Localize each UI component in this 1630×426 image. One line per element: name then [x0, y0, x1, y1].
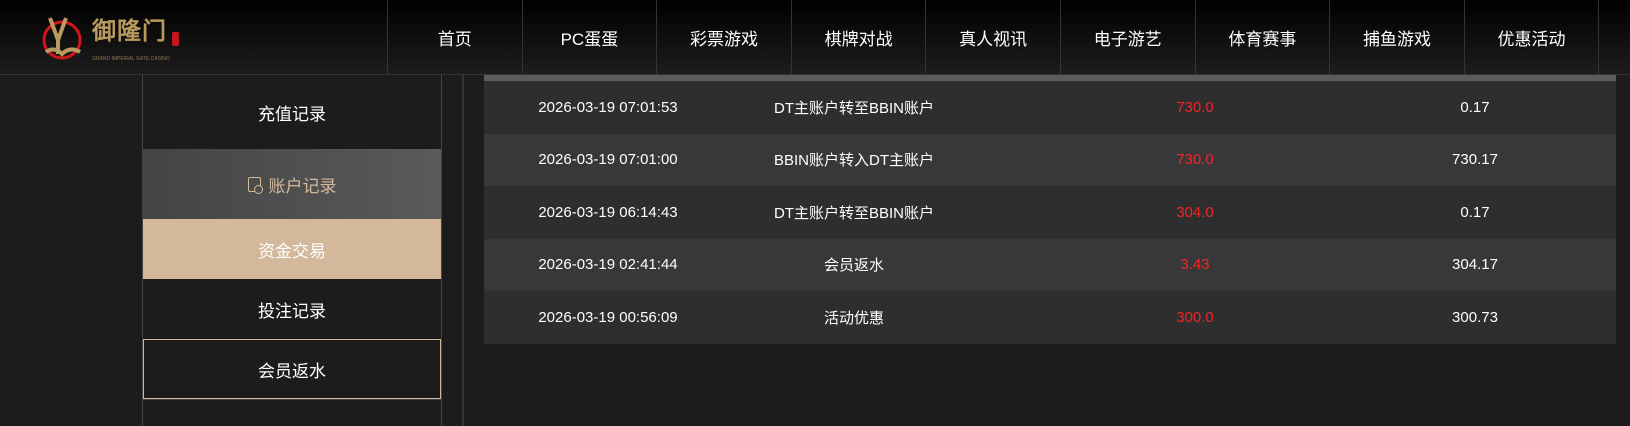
nav-pc-egg[interactable]: PC蛋蛋 — [521, 0, 657, 75]
amount-cell: 730.0 — [1176, 151, 1214, 169]
table-row: 2026-03-19 06:14:43 DT主账户转至BBIN账户 304.0 0.1… — [484, 186, 1616, 239]
logo[interactable]: 御隆门 GRAND IMPERIAL GATE CASINO — [40, 10, 179, 68]
sidebar-divider — [143, 399, 441, 400]
sidebar-item-label: 充值记录 — [258, 104, 326, 124]
main-nav: 首页 PC蛋蛋 彩票游戏 棋牌对战 真人视讯 电子游艺 体育赛事 捕鱼游戏 优惠… — [387, 0, 1630, 75]
table-row: 2026-03-19 00:56:09 活动优惠 300.0 300.73 — [484, 291, 1616, 344]
content-divider — [462, 75, 464, 426]
table-row: 2026-03-19 07:01:53 DT主账户转至BBIN账户 730.0 0.1… — [484, 81, 1616, 134]
amount-cell: 3.43 — [1180, 256, 1210, 274]
table-row: 2026-03-19 07:01:00 BBIN账户转入DT主账户 730.0 730… — [484, 133, 1616, 186]
time-cell: 2026-03-19 07:01:00 — [538, 151, 678, 169]
logo-subtitle: GRAND IMPERIAL GATE CASINO — [92, 56, 170, 62]
table-row: 2026-03-19 02:41:44 会员返水 3.43 304.17 — [484, 238, 1616, 291]
logo-emblem-icon — [42, 17, 82, 60]
records-table: 2026-03-19 07:01:53 DT主账户转至BBIN账户 730.0 0.1… — [484, 75, 1616, 344]
sidebar-item-bet-records[interactable]: 投注记录 — [143, 279, 441, 339]
nav-more[interactable] — [1598, 0, 1630, 75]
balance-cell: 730.17 — [1452, 151, 1498, 169]
sidebar-item-label: 账户记录 — [268, 176, 337, 196]
sidebar-item-account-records[interactable]: 账户记录 — [143, 149, 441, 219]
nav-lottery[interactable]: 彩票游戏 — [656, 0, 791, 75]
balance-cell: 0.17 — [1460, 203, 1490, 221]
time-cell: 2026-03-19 07:01:53 — [538, 98, 678, 116]
description-cell: 活动优惠 — [823, 309, 884, 327]
description-cell: DT主账户转至BBIN账户 — [773, 99, 934, 117]
logo-text: 御隆门 — [92, 18, 167, 45]
record-icon — [247, 176, 263, 194]
balance-cell: 304.17 — [1452, 256, 1498, 274]
nav-chess-cards[interactable]: 棋牌对战 — [790, 0, 926, 75]
sidebar-item-label: 资金交易 — [258, 241, 326, 261]
nav-electronic-games[interactable]: 电子游艺 — [1059, 0, 1195, 75]
header: 御隆门 GRAND IMPERIAL GATE CASINO 首页 PC蛋蛋 彩… — [0, 0, 1630, 75]
sidebar-item-label: 投注记录 — [258, 301, 326, 321]
amount-cell: 304.0 — [1176, 203, 1214, 221]
description-cell: 会员返水 — [823, 257, 884, 275]
sidebar-item-member-rebate[interactable]: 会员返水 — [143, 339, 441, 399]
time-cell: 2026-03-19 00:56:09 — [538, 308, 678, 326]
balance-cell: 0.17 — [1460, 98, 1490, 116]
amount-cell: 730.0 — [1176, 98, 1214, 116]
time-cell: 2026-03-19 06:14:43 — [538, 203, 678, 221]
sidebar-item-deposit-records[interactable]: 充值记录 — [143, 75, 441, 149]
sidebar: 充值记录 账户记录 资金交易 投注记录 会员返水 — [142, 75, 442, 426]
nav-fishing[interactable]: 捕鱼游戏 — [1329, 0, 1464, 75]
logo-seal — [172, 32, 179, 46]
description-cell: DT主账户转至BBIN账户 — [773, 204, 934, 222]
nav-home[interactable]: 首页 — [387, 0, 522, 75]
time-cell: 2026-03-19 02:41:44 — [538, 256, 678, 274]
sidebar-item-label: 会员返水 — [258, 361, 326, 381]
balance-cell: 300.73 — [1452, 308, 1498, 326]
nav-sports[interactable]: 体育赛事 — [1194, 0, 1330, 75]
sidebar-item-fund-transactions[interactable]: 资金交易 — [143, 219, 441, 279]
nav-live-video[interactable]: 真人视讯 — [925, 0, 1060, 75]
nav-promotions[interactable]: 优惠活动 — [1463, 0, 1599, 75]
description-cell: BBIN账户转入DT主账户 — [773, 152, 934, 170]
amount-cell: 300.0 — [1176, 308, 1214, 326]
